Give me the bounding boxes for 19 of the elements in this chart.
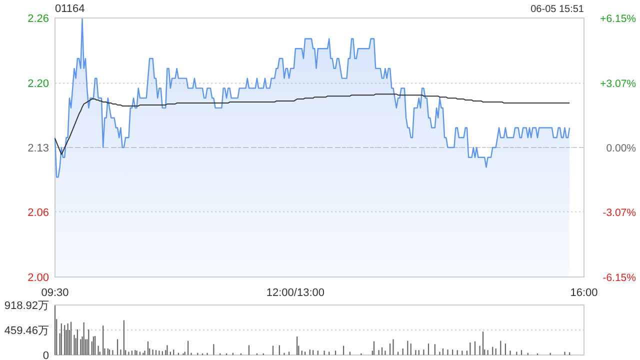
y-tick-label: 459.46万 bbox=[4, 325, 49, 337]
y2-tick-label: +3.07% bbox=[600, 78, 636, 90]
y2-tick-label: 0.00% bbox=[606, 142, 636, 154]
y-tick-label: 2.26 bbox=[28, 13, 49, 25]
x-tick-label: 12:00/13:00 bbox=[266, 287, 325, 299]
x-tick-label: 16:00 bbox=[570, 287, 598, 299]
y2-tick-label: -6.15% bbox=[602, 272, 636, 284]
y2-tick-label: -3.07% bbox=[602, 207, 636, 220]
x-tick-label: 09:30 bbox=[41, 287, 69, 299]
text: 06-05 15:51 bbox=[530, 4, 584, 15]
y-tick-label: 0 bbox=[42, 350, 49, 360]
y-tick-label: 2.00 bbox=[28, 272, 49, 284]
chart-title: 01164 bbox=[55, 3, 85, 15]
y-tick-label: 2.20 bbox=[28, 78, 49, 90]
y-tick-label: 2.06 bbox=[28, 206, 49, 219]
y-tick-label: 918.92万 bbox=[4, 300, 49, 312]
line-series bbox=[54, 94, 570, 155]
y-tick-label: 2.13 bbox=[28, 142, 49, 154]
y2-tick-label: +6.15% bbox=[600, 13, 636, 25]
